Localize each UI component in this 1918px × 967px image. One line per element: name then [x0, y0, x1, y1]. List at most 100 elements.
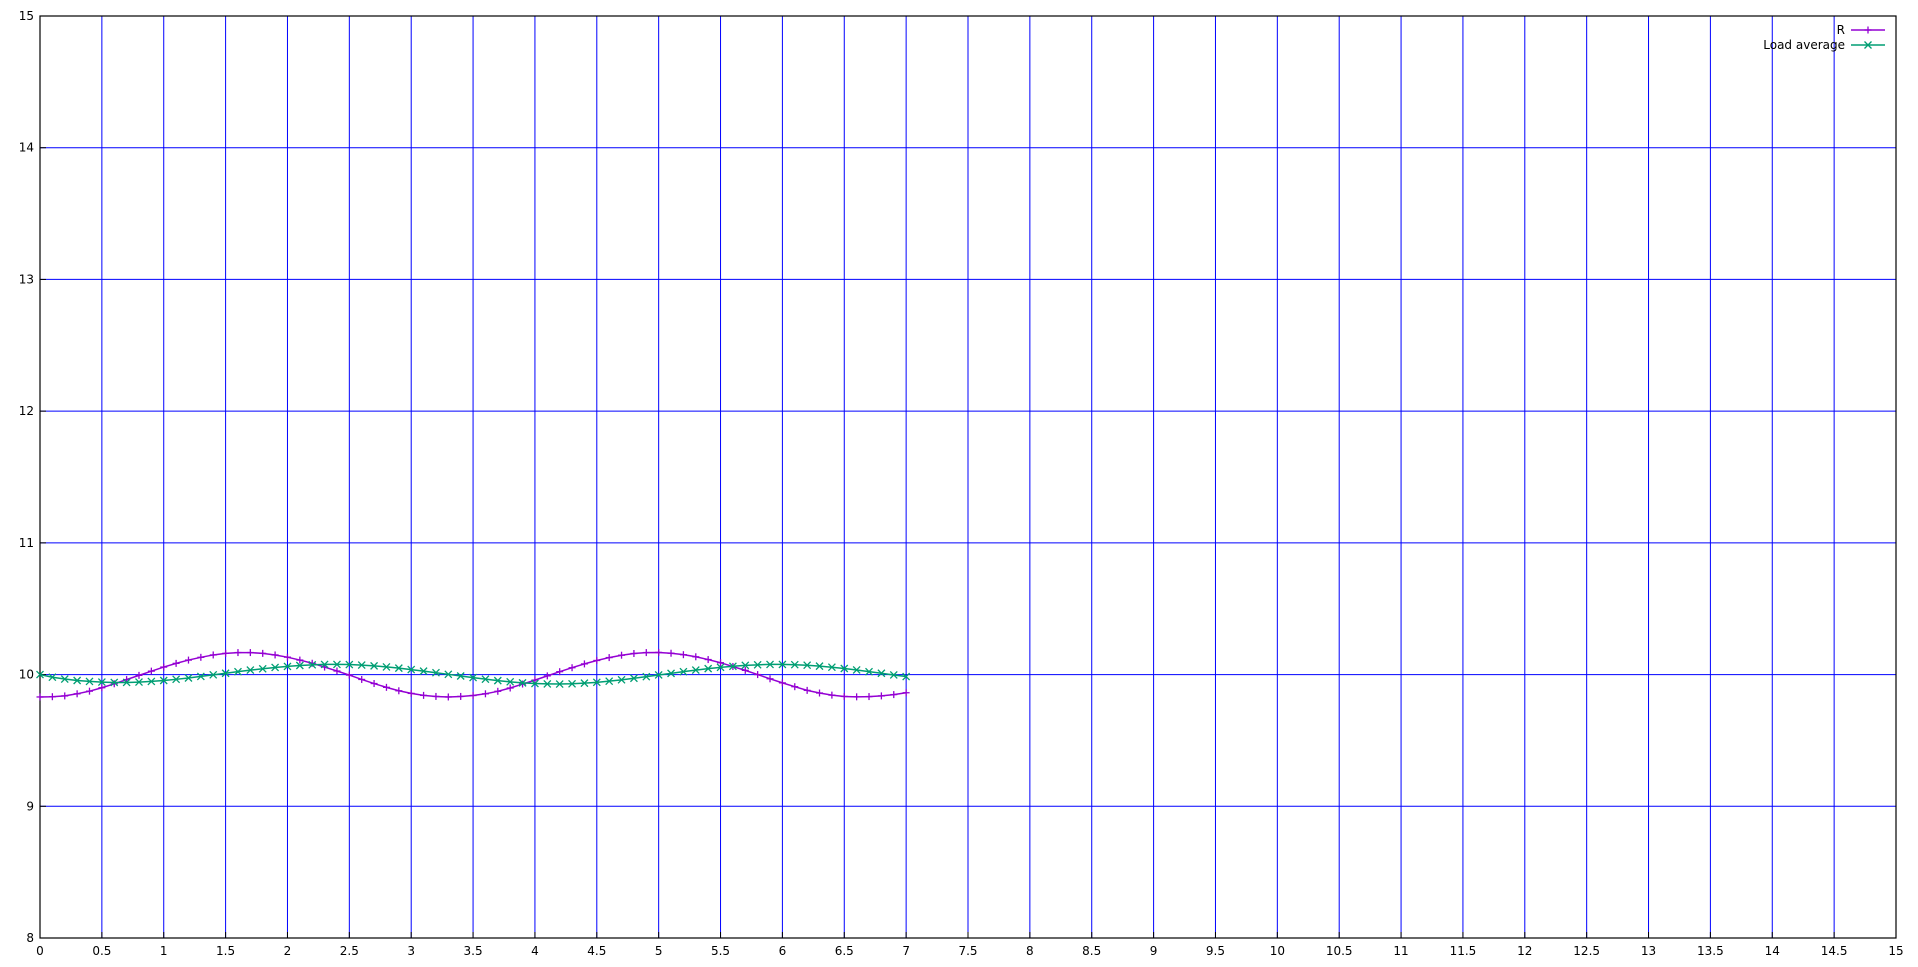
y-tick-label: 9	[26, 799, 34, 813]
marker-stroke	[580, 679, 589, 688]
marker-stroke	[444, 670, 453, 679]
data-point	[877, 692, 885, 700]
marker-stroke	[642, 672, 651, 681]
marker-stroke	[370, 661, 379, 670]
data-point	[691, 666, 700, 675]
axes: 0 0.5 1 1.5 2 2.5 3 3.5 4 4.5 5 5.5 6 6.5 7 7.5 8 8.5 9 9.5…	[19, 9, 1904, 958]
marker-stroke	[889, 671, 898, 679]
marker-stroke	[790, 660, 799, 669]
marker-stroke	[85, 677, 94, 686]
marker-stroke	[221, 669, 230, 678]
data-point	[469, 673, 478, 682]
marker-stroke	[493, 676, 502, 685]
legend-entry: R	[1837, 23, 1885, 37]
marker-stroke	[667, 669, 675, 678]
marker-stroke	[481, 675, 490, 684]
data-point	[122, 678, 131, 687]
x-tick-label: 4	[531, 944, 539, 958]
x-tick-label: 5	[655, 944, 663, 958]
data-point	[667, 649, 675, 657]
y-tick-label: 8	[26, 931, 34, 945]
data-point	[692, 653, 700, 661]
marker-stroke	[320, 660, 329, 669]
y-tick-label: 11	[19, 536, 34, 550]
marker-stroke	[73, 676, 82, 685]
grid	[39, 15, 1897, 939]
x-tick-label: 13.5	[1697, 944, 1724, 958]
data-point	[395, 687, 403, 695]
data-point	[147, 677, 156, 686]
marker-stroke	[382, 662, 391, 671]
data-point	[716, 663, 725, 672]
x-tick-label: 11.5	[1450, 944, 1477, 958]
data-point	[209, 670, 218, 679]
data-point	[234, 649, 242, 657]
data-point	[815, 662, 824, 671]
x-tick-label: 1	[160, 944, 168, 958]
marker-stroke	[147, 677, 156, 686]
x-tick-label: 10	[1270, 944, 1285, 958]
data-point	[629, 674, 638, 683]
legend-swatch-marker	[1864, 41, 1872, 49]
data-point	[865, 693, 873, 701]
x-tick-label: 7.5	[958, 944, 977, 958]
data-point	[543, 672, 551, 680]
data-point	[754, 671, 762, 679]
data-point	[493, 676, 502, 685]
data-point	[407, 665, 416, 674]
data-point	[184, 656, 192, 664]
data-point	[457, 692, 465, 700]
data-point	[135, 671, 143, 679]
x-tick-label: 12.5	[1573, 944, 1600, 958]
data-point	[642, 649, 650, 657]
marker-stroke	[159, 676, 168, 685]
y-tick-label: 14	[19, 141, 34, 155]
marker-stroke	[605, 677, 614, 686]
data-point	[358, 675, 366, 683]
data-point	[419, 667, 428, 676]
data-point	[295, 661, 304, 670]
data-point	[568, 664, 576, 672]
x-tick-label: 7	[902, 944, 910, 958]
data-point	[519, 680, 527, 688]
marker-stroke	[1864, 41, 1872, 49]
marker-stroke	[778, 660, 787, 669]
data-point	[753, 660, 762, 669]
marker-stroke	[419, 667, 428, 676]
data-point	[36, 670, 44, 679]
data-point	[543, 679, 552, 688]
data-point	[345, 671, 353, 679]
data-point	[605, 654, 613, 662]
data-point	[704, 656, 712, 664]
data-point	[394, 664, 403, 673]
data-point	[494, 687, 502, 695]
x-tick-label: 9	[1150, 944, 1158, 958]
x-tick-label: 15	[1888, 944, 1903, 958]
data-point	[160, 663, 168, 671]
data-point	[382, 683, 390, 691]
marker-stroke	[679, 667, 688, 676]
data-point	[766, 675, 774, 683]
series-0	[36, 648, 910, 701]
data-point	[147, 667, 155, 675]
data-point	[296, 656, 304, 664]
marker-stroke	[345, 660, 354, 669]
marker-stroke	[629, 674, 638, 683]
data-point	[827, 663, 836, 672]
data-point	[791, 683, 799, 691]
marker-stroke	[135, 678, 143, 687]
data-point	[258, 664, 267, 673]
data-point	[568, 679, 577, 688]
data-point	[271, 651, 279, 659]
legend-label: R	[1837, 23, 1845, 37]
data-point	[110, 678, 119, 687]
data-point	[357, 661, 366, 670]
marker-stroke	[431, 668, 440, 677]
marker-stroke	[827, 663, 836, 672]
legend-entry: Load average	[1763, 38, 1885, 52]
marker-stroke	[654, 671, 663, 679]
data-point	[456, 672, 465, 680]
x-tick-label: 3	[407, 944, 415, 958]
marker-stroke	[716, 663, 725, 672]
